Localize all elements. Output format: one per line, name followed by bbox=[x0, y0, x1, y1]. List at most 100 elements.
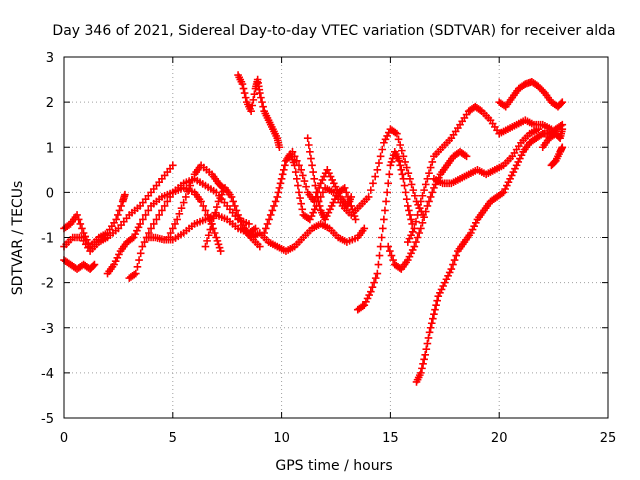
data-point bbox=[241, 93, 250, 102]
data-point bbox=[377, 233, 386, 242]
data-point bbox=[375, 159, 383, 167]
data-point bbox=[262, 224, 270, 233]
data-point bbox=[217, 182, 226, 191]
data-point bbox=[312, 188, 321, 197]
y-tick-label: -2 bbox=[41, 277, 54, 292]
data-point bbox=[408, 220, 416, 228]
data-point bbox=[417, 224, 425, 233]
data-point bbox=[410, 224, 419, 233]
data-point bbox=[411, 191, 419, 200]
data-point bbox=[251, 224, 260, 233]
data-point bbox=[239, 84, 248, 93]
y-tick-label: 3 bbox=[46, 51, 54, 66]
data-point bbox=[425, 328, 434, 337]
y-tick-label: 0 bbox=[46, 186, 54, 201]
data-point bbox=[140, 238, 149, 246]
data-point bbox=[303, 134, 312, 143]
data-point bbox=[389, 256, 397, 264]
y-tick-label: -1 bbox=[41, 232, 54, 247]
data-point bbox=[412, 217, 420, 226]
data-point bbox=[404, 202, 412, 210]
data-point bbox=[256, 89, 264, 97]
data-point bbox=[340, 184, 349, 192]
data-point bbox=[431, 305, 439, 314]
data-point bbox=[90, 260, 99, 269]
data-point bbox=[182, 193, 190, 201]
data-point bbox=[279, 166, 288, 174]
data-point bbox=[407, 215, 415, 224]
data-point bbox=[308, 161, 316, 170]
data-point bbox=[121, 190, 129, 199]
data-point bbox=[141, 211, 150, 219]
data-point bbox=[169, 224, 177, 233]
data-point bbox=[290, 152, 299, 161]
data-point bbox=[382, 197, 390, 206]
data-point bbox=[293, 156, 301, 165]
data-point bbox=[203, 237, 211, 245]
data-point bbox=[281, 161, 289, 170]
data-point bbox=[409, 186, 418, 194]
data-point bbox=[258, 98, 266, 106]
data-point bbox=[275, 184, 284, 192]
data-point bbox=[393, 129, 401, 138]
data-point bbox=[347, 202, 356, 210]
data-point bbox=[273, 193, 282, 201]
data-point bbox=[368, 283, 377, 291]
data-point bbox=[360, 224, 369, 233]
series-arc-15 bbox=[384, 147, 471, 273]
data-point bbox=[164, 233, 173, 242]
series-arc-8 bbox=[201, 184, 264, 251]
data-point bbox=[350, 212, 359, 220]
data-point bbox=[420, 213, 428, 221]
data-point bbox=[417, 197, 425, 206]
data-point bbox=[133, 263, 142, 271]
data-point bbox=[295, 161, 303, 170]
data-point bbox=[399, 175, 408, 183]
data-point bbox=[186, 181, 195, 190]
data-point bbox=[76, 220, 85, 228]
data-point bbox=[214, 240, 223, 249]
data-point bbox=[299, 171, 307, 180]
data-point bbox=[418, 219, 427, 227]
data-point bbox=[274, 188, 283, 197]
data-point bbox=[114, 211, 122, 219]
data-point bbox=[270, 202, 278, 210]
data-point bbox=[422, 345, 431, 353]
series-arc-13 bbox=[303, 134, 360, 224]
series-arc-3 bbox=[60, 161, 177, 255]
data-point bbox=[245, 220, 253, 228]
data-point bbox=[314, 197, 323, 206]
data-point bbox=[300, 177, 309, 185]
data-point bbox=[163, 197, 172, 206]
data-point bbox=[78, 224, 86, 233]
data-point bbox=[371, 274, 380, 282]
data-point bbox=[138, 242, 147, 251]
x-tick-label: 25 bbox=[600, 431, 617, 446]
data-point bbox=[311, 181, 320, 190]
data-point bbox=[447, 265, 456, 273]
data-point bbox=[155, 211, 163, 219]
data-point bbox=[136, 249, 145, 258]
data-point bbox=[115, 206, 124, 215]
data-point bbox=[398, 170, 407, 179]
data-point bbox=[401, 188, 410, 197]
data-point bbox=[208, 220, 216, 228]
y-tick-label: 1 bbox=[46, 141, 54, 156]
data-point bbox=[381, 206, 389, 215]
data-point bbox=[371, 172, 379, 181]
data-point bbox=[406, 175, 414, 183]
data-point bbox=[421, 207, 430, 216]
data-point bbox=[139, 215, 147, 224]
x-tick-label: 10 bbox=[273, 431, 290, 446]
data-point bbox=[557, 99, 566, 108]
data-point bbox=[276, 179, 285, 188]
data-point bbox=[305, 141, 313, 149]
data-point bbox=[259, 102, 267, 111]
data-point bbox=[265, 215, 273, 224]
data-point bbox=[348, 205, 357, 214]
data-point bbox=[423, 339, 432, 348]
data-point bbox=[395, 156, 403, 165]
data-point bbox=[398, 146, 406, 155]
data-point bbox=[201, 242, 210, 251]
